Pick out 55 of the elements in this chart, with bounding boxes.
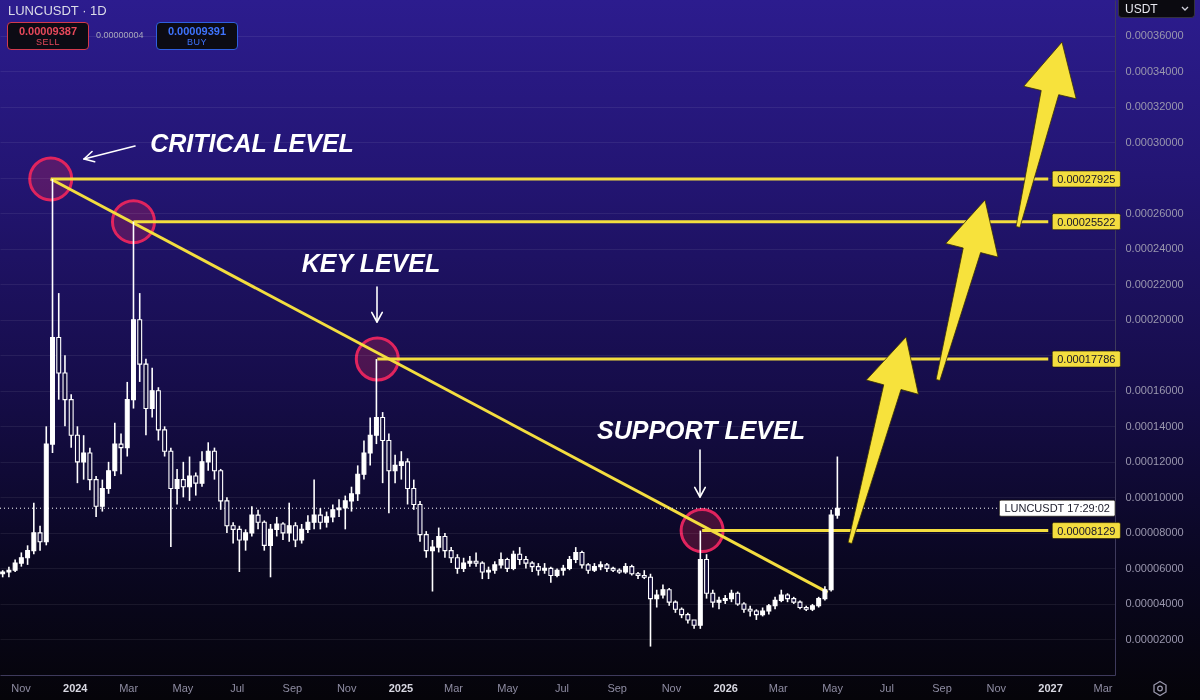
x-tick-label: Mar [119, 681, 139, 694]
x-tick-label: 2025 [388, 681, 414, 694]
y-tick-label: 0.00026000 [1125, 206, 1184, 219]
data-label: 0.00025522 [1057, 215, 1116, 228]
y-tick-label: 0.00006000 [1125, 561, 1184, 574]
y-tick-label: 0.00030000 [1125, 135, 1184, 148]
y-tick-label: 0.00032000 [1125, 100, 1184, 113]
y-tick-label: 0.00020000 [1125, 313, 1184, 326]
y-tick-label: 0.00014000 [1125, 419, 1184, 432]
y-tick-label: 0.00024000 [1125, 242, 1184, 255]
annotation: 0.00009387 [18, 24, 78, 37]
x-tick-label: Sep [932, 681, 952, 694]
x-tick-label: May [822, 681, 844, 694]
x-tick-label: Jul [879, 681, 894, 694]
annotation: CRITICAL LEVEL [150, 129, 354, 157]
annotation: 0.00009391 [167, 24, 227, 37]
x-tick-label: Nov [336, 681, 357, 694]
x-tick-label: May [497, 681, 519, 694]
annotation: KEY LEVEL [301, 249, 441, 277]
x-tick-label: Jul [230, 681, 245, 694]
x-tick-label: Mar [1093, 681, 1113, 694]
x-tick-label: 2026 [713, 681, 738, 694]
annotation: SUPPORT LEVEL [597, 416, 805, 444]
x-tick-label: 2024 [63, 681, 89, 694]
price-box: 0.00009387 SELL [7, 22, 89, 50]
y-tick-label: 0.00036000 [1125, 29, 1184, 42]
x-tick-label: May [172, 681, 194, 694]
x-tick-label: Mar [443, 681, 464, 694]
x-tick-label: Jul [554, 681, 570, 694]
x-tick-label: 2027 [1038, 681, 1063, 694]
x-tick-label: Nov [11, 681, 32, 694]
y-tick-label: 0.00008000 [1125, 526, 1184, 539]
data-label: 0.00027925 [1057, 172, 1116, 185]
data-label: 0.00017786 [1057, 353, 1116, 366]
y-tick-label: 0.00034000 [1125, 64, 1184, 77]
x-tick-label: Mar [768, 681, 789, 694]
annotation: SELL [35, 36, 61, 48]
price-box: 0.00009391 BUY [156, 22, 238, 50]
y-tick-label: 0.00010000 [1125, 490, 1184, 503]
y-axis-title: USDT [1125, 2, 1158, 16]
dropdown: USDT [1118, 0, 1195, 18]
x-tick-label: Nov [986, 681, 1007, 694]
x-tick-label: Nov [661, 681, 682, 694]
y-tick-label: 0.00016000 [1125, 384, 1184, 397]
annotation: 0.00000004 [96, 30, 144, 40]
y-tick-label: 0.00004000 [1125, 597, 1184, 610]
x-tick-label: Sep [607, 681, 627, 694]
x-tick-label: Sep [282, 681, 303, 694]
chart-title: LUNCUSDT · 1D [8, 3, 107, 18]
y-tick-label: 0.00002000 [1125, 632, 1184, 645]
y-tick-label: 0.00012000 [1125, 455, 1184, 468]
annotation: BUY [186, 36, 207, 48]
annotation: LUNCUSDT 17:29:02 [1004, 502, 1110, 515]
y-tick-label: 0.00022000 [1125, 277, 1184, 290]
data-label: 0.00008129 [1057, 524, 1116, 537]
